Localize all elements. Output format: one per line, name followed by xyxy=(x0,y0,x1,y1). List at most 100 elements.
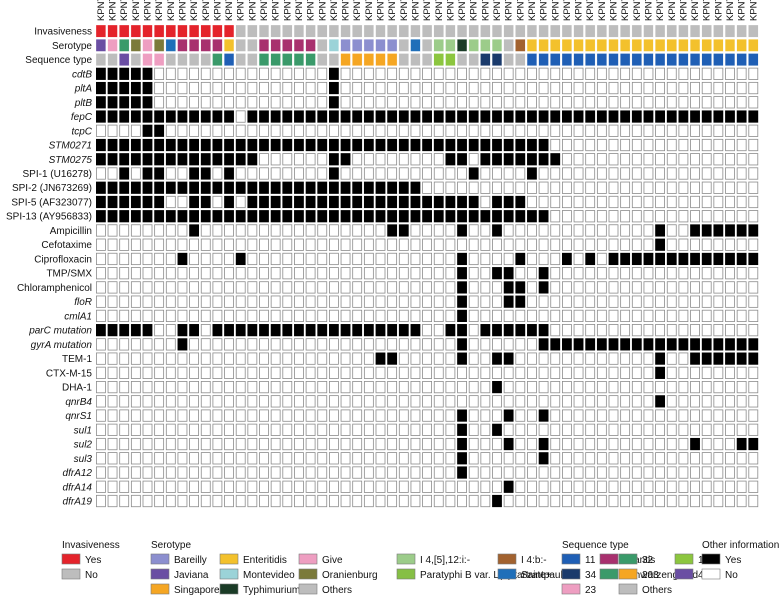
cell xyxy=(585,395,596,408)
cell xyxy=(107,181,118,194)
cell xyxy=(328,224,339,237)
cell xyxy=(725,281,735,294)
cell xyxy=(503,494,514,508)
cell xyxy=(259,324,269,337)
cell xyxy=(398,267,409,280)
cell xyxy=(387,324,398,337)
cell xyxy=(142,53,153,66)
cell xyxy=(328,238,339,251)
cell xyxy=(340,480,351,493)
cell xyxy=(666,238,677,251)
cell xyxy=(480,181,491,194)
cell xyxy=(503,67,514,80)
cell xyxy=(736,252,747,266)
cell xyxy=(503,39,514,52)
cell xyxy=(655,181,665,194)
cell xyxy=(725,210,735,223)
cell xyxy=(631,224,642,237)
cell xyxy=(422,366,433,379)
cell xyxy=(538,437,549,451)
legend-label: Yes xyxy=(725,555,741,566)
cell xyxy=(317,324,328,337)
cell xyxy=(130,352,141,365)
cell xyxy=(585,252,596,266)
cell xyxy=(748,238,759,251)
cell xyxy=(620,224,631,237)
cell xyxy=(375,267,386,280)
cell xyxy=(713,309,724,323)
cell xyxy=(142,124,153,137)
cell xyxy=(119,181,130,194)
cell xyxy=(317,252,328,266)
cell xyxy=(235,238,246,251)
cell xyxy=(457,67,467,80)
cell xyxy=(130,195,141,209)
cell xyxy=(713,352,724,365)
cell xyxy=(445,281,456,294)
cell xyxy=(189,338,200,351)
cell xyxy=(363,81,374,95)
cell xyxy=(363,409,374,422)
cell xyxy=(526,39,537,52)
cell xyxy=(294,267,304,280)
cell xyxy=(328,24,339,38)
cell xyxy=(212,153,223,166)
cell xyxy=(655,380,665,394)
cell xyxy=(562,338,572,351)
cell xyxy=(363,224,374,237)
cell xyxy=(678,39,689,52)
cell xyxy=(235,24,246,38)
cell xyxy=(608,437,619,451)
cell xyxy=(340,352,351,365)
cell xyxy=(130,96,141,109)
cell xyxy=(224,437,234,451)
cell xyxy=(96,124,106,137)
cell xyxy=(655,138,665,152)
cell xyxy=(422,295,433,308)
cell xyxy=(235,352,246,365)
cell xyxy=(655,53,666,66)
legend-label: Paratyphi B var. L(+) tartrate+ xyxy=(420,570,552,581)
cell xyxy=(550,352,561,365)
cell xyxy=(247,494,258,508)
cell xyxy=(655,96,665,109)
cell xyxy=(713,124,724,137)
cell xyxy=(142,295,153,308)
cell xyxy=(596,238,607,251)
cell xyxy=(562,395,572,408)
cell xyxy=(189,452,200,465)
cell xyxy=(270,24,281,38)
cell xyxy=(387,409,398,422)
cell xyxy=(107,224,118,237)
cell xyxy=(294,366,304,379)
cell xyxy=(468,423,479,436)
legend-label: I 4:b:- xyxy=(521,555,547,566)
cell xyxy=(259,224,269,237)
cell xyxy=(212,452,223,465)
cell xyxy=(724,24,736,38)
cell xyxy=(235,167,246,180)
cell xyxy=(130,437,141,451)
cell xyxy=(515,366,526,379)
cell xyxy=(235,338,246,351)
cell xyxy=(410,138,421,152)
cell xyxy=(538,380,549,394)
cell xyxy=(550,324,561,337)
cell xyxy=(189,195,200,209)
cell xyxy=(107,295,118,308)
cell xyxy=(189,380,200,394)
cell xyxy=(480,452,491,465)
cell xyxy=(259,181,269,194)
cell xyxy=(492,181,502,194)
cell xyxy=(608,210,619,223)
cell xyxy=(643,124,654,137)
cell xyxy=(562,67,572,80)
cell xyxy=(119,494,130,508)
cell xyxy=(655,238,665,251)
cell xyxy=(573,110,584,123)
cell xyxy=(130,466,141,479)
cell xyxy=(119,281,130,294)
cell xyxy=(527,480,537,493)
cell xyxy=(608,281,619,294)
cell xyxy=(713,437,724,451)
